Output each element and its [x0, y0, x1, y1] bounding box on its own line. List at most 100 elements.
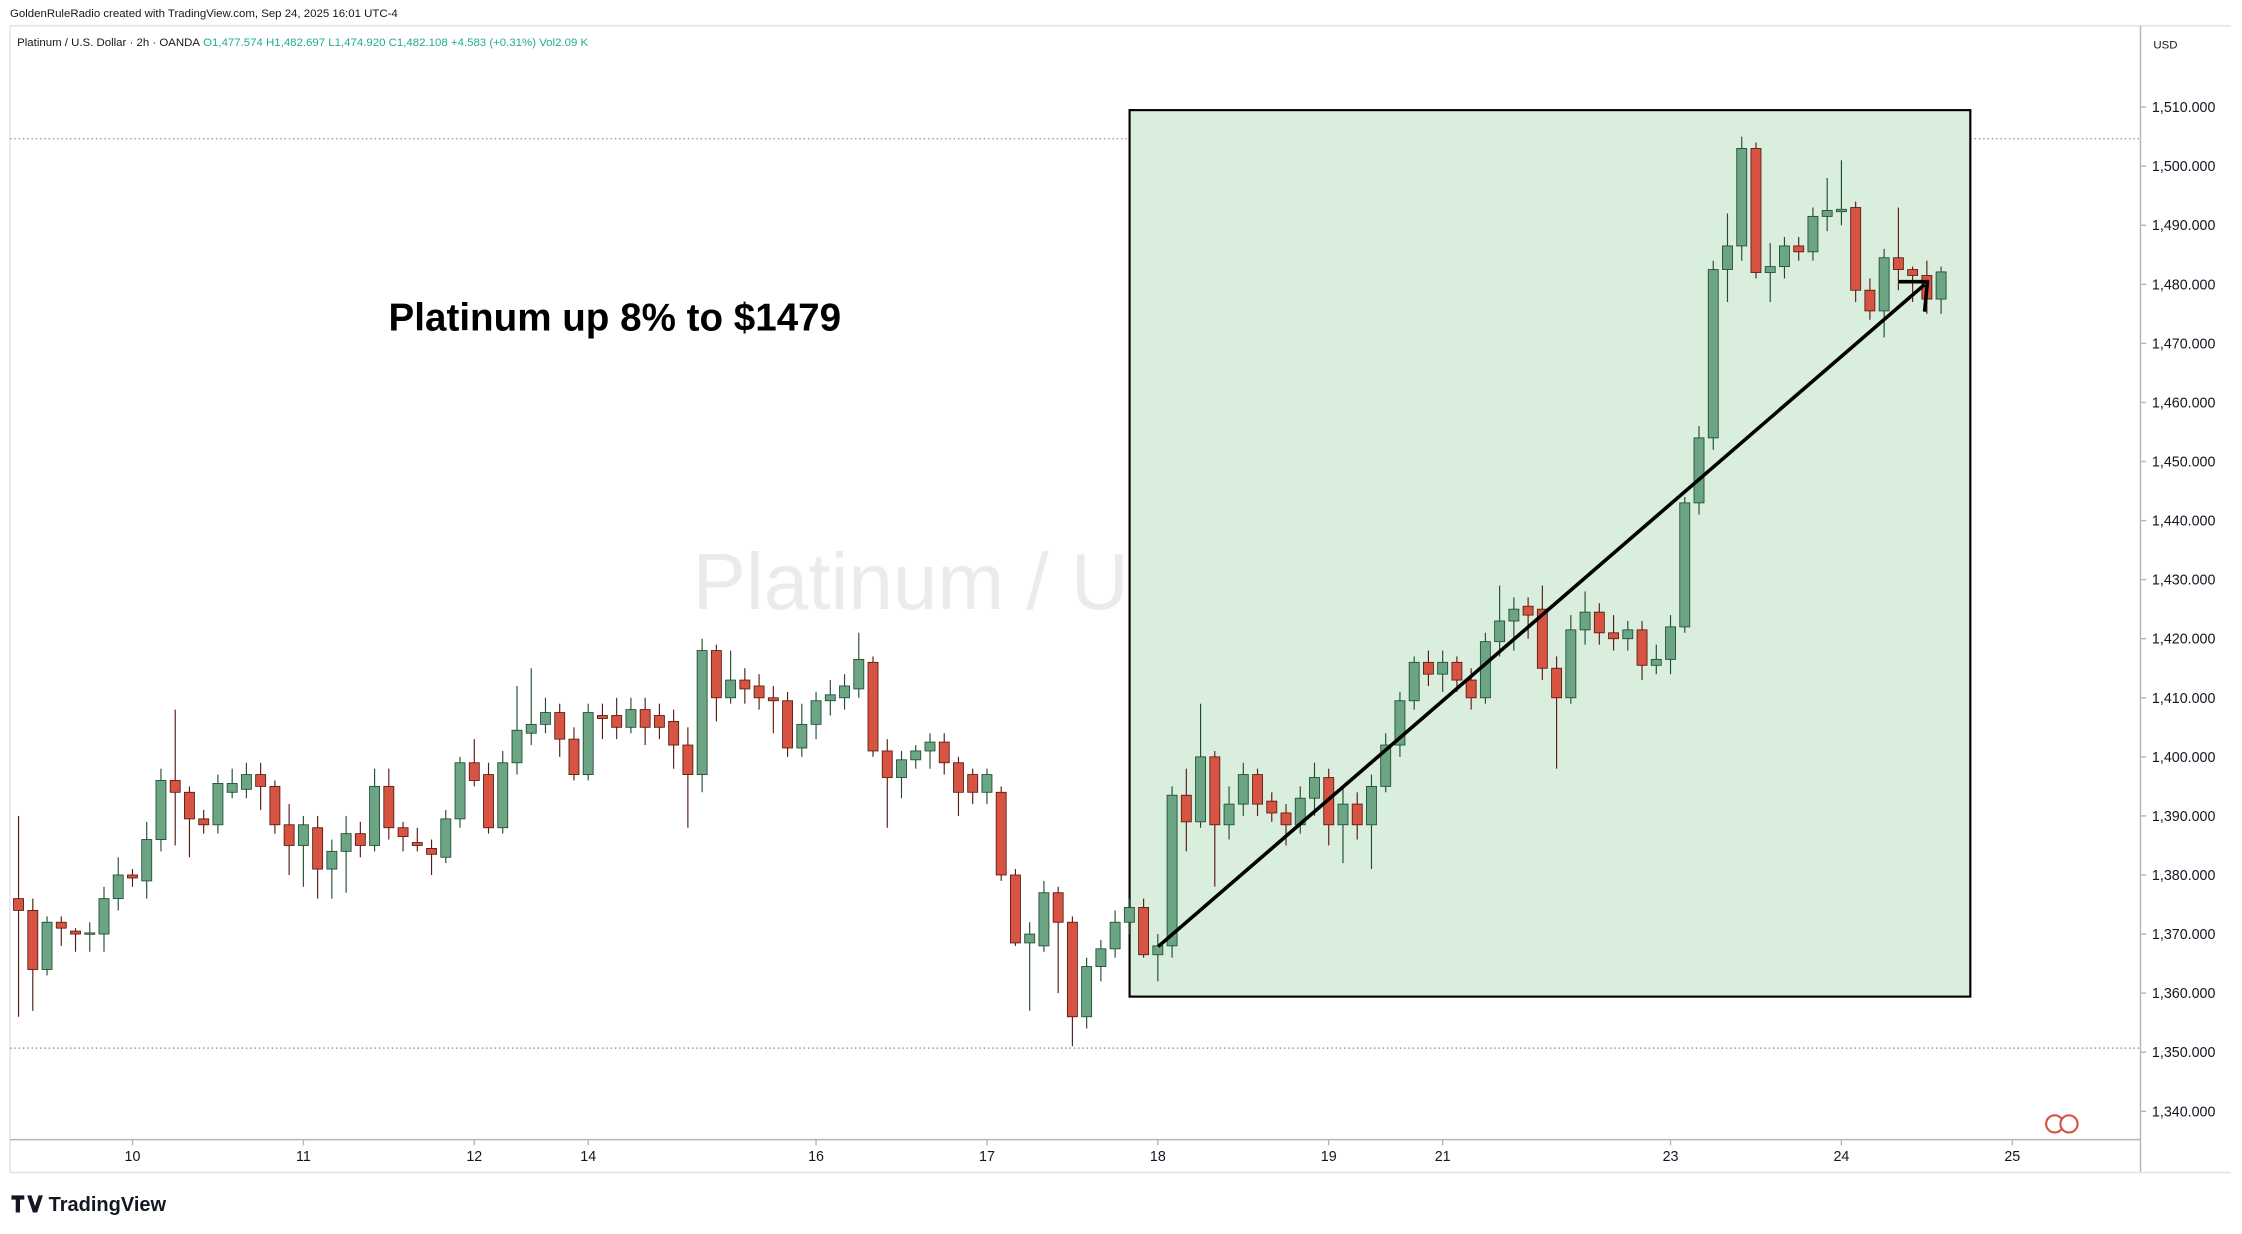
candle-body: [112, 874, 124, 900]
candle-body: [739, 679, 751, 690]
candle-body: [411, 842, 423, 846]
candle-body: [1095, 948, 1107, 967]
candle-body: [1579, 611, 1591, 631]
event-icon[interactable]: [2059, 1114, 2079, 1134]
candle-body: [1180, 794, 1192, 823]
candle-body: [240, 774, 252, 790]
candle-body: [1465, 679, 1477, 699]
x-tick-label: 25: [2004, 1149, 2020, 1165]
candle-body: [454, 762, 466, 820]
candle-body: [297, 824, 309, 846]
candle-body: [212, 783, 224, 826]
candle-body: [312, 827, 324, 870]
candle-body: [98, 898, 110, 935]
candle-body: [1779, 245, 1790, 268]
candle-body: [1195, 756, 1207, 823]
candle-body: [696, 650, 708, 776]
candle-body: [226, 783, 238, 793]
candle-body: [497, 762, 509, 829]
candle-body: [1437, 661, 1449, 675]
candle-body: [1907, 269, 1919, 276]
x-tick-label: 24: [1833, 1149, 1849, 1165]
candle-body: [1351, 803, 1363, 826]
candle-body: [1252, 774, 1263, 805]
candle-body: [611, 715, 623, 728]
arrow-head: [1898, 279, 1930, 312]
candle-body: [1223, 803, 1235, 826]
x-tick-label: 18: [1150, 1149, 1166, 1165]
candle-body: [653, 715, 665, 728]
candle-body: [810, 700, 822, 725]
candle-body: [824, 694, 836, 702]
high: H1,482.697: [266, 37, 325, 49]
candle-body: [597, 715, 608, 719]
x-tick-label: 21: [1435, 1149, 1451, 1165]
y-tick-label: 1,470.000: [2152, 336, 2216, 352]
candle-body: [1764, 266, 1776, 273]
candle-body: [967, 774, 979, 793]
currency: USD: [2153, 40, 2177, 52]
candle-body: [1009, 874, 1021, 944]
y-tick-label: 1,490.000: [2152, 218, 2216, 234]
x-tick-label: 17: [979, 1149, 995, 1165]
candle-body: [981, 774, 993, 793]
brand-logo: [11, 1195, 43, 1213]
candle-body: [41, 921, 53, 970]
candle-body: [668, 720, 680, 746]
y-tick-label: 1,390.000: [2152, 809, 2216, 825]
candle-body: [70, 930, 81, 935]
x-tick-label: 23: [1663, 1149, 1679, 1165]
y-tick-label: 1,370.000: [2152, 927, 2216, 943]
x-tick-label: 16: [808, 1149, 824, 1165]
candle-body: [1679, 502, 1691, 628]
candle-body: [1850, 207, 1862, 291]
candle-body: [1366, 785, 1377, 826]
candle-body: [141, 839, 153, 882]
candle-body: [639, 709, 651, 728]
low: L1,474.920: [328, 37, 385, 49]
candle-body: [839, 685, 850, 699]
candle-body: [283, 824, 295, 846]
y-tick-label: 1,510.000: [2152, 100, 2216, 116]
candle-body: [1536, 608, 1548, 669]
candle-body: [938, 741, 950, 764]
candle-body: [1052, 892, 1064, 923]
candle-body: [511, 729, 523, 764]
candle-body: [1665, 626, 1676, 660]
candle-body: [468, 762, 480, 781]
candle-body: [198, 818, 210, 826]
candle-body: [1722, 245, 1733, 270]
candle-body: [1650, 658, 1662, 666]
candle-body: [1622, 629, 1634, 640]
candle-body: [1878, 257, 1890, 312]
candle-body: [995, 791, 1007, 876]
candle-body: [1565, 629, 1577, 699]
candle-body: [1864, 289, 1876, 312]
candle-body: [1280, 812, 1292, 826]
candle-body: [1479, 641, 1491, 699]
legend-header: Platinum / U.S. Dollar · 2h · OANDA O1,4…: [17, 37, 588, 49]
candle-body: [1551, 667, 1563, 699]
candle-body: [354, 833, 366, 846]
candle-body: [326, 850, 338, 870]
candle-body: [1636, 629, 1648, 666]
candle-body: [682, 744, 694, 776]
y-tick-label: 1,430.000: [2152, 573, 2216, 589]
candle-body: [568, 738, 580, 776]
brand: TradingView: [49, 1194, 167, 1216]
candle-body: [782, 700, 794, 749]
candle-body: [1422, 661, 1434, 675]
candle-body: [440, 818, 452, 858]
x-tick-label: 14: [580, 1149, 596, 1165]
candle-body: [540, 712, 551, 725]
y-tick-label: 1,440.000: [2152, 514, 2216, 530]
candle-body: [1892, 257, 1904, 270]
candle-body: [1109, 921, 1121, 950]
candle-body: [1750, 148, 1762, 273]
candle-body: [84, 932, 96, 935]
candle-body: [483, 774, 494, 829]
candle-body: [369, 785, 381, 846]
y-tick-label: 1,350.000: [2152, 1045, 2216, 1061]
